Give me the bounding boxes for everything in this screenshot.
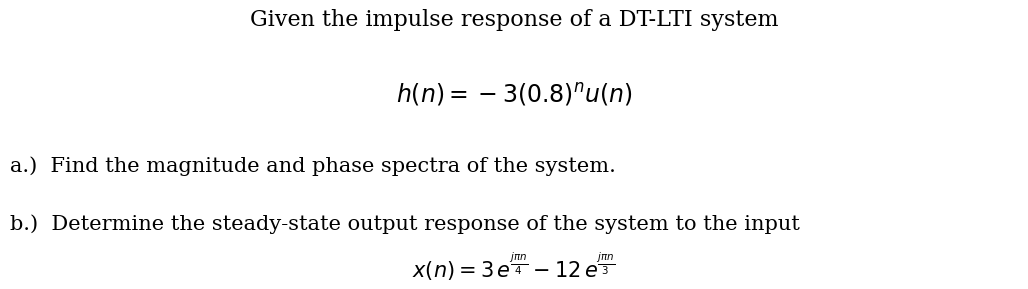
Text: $x(n) = 3\,e^{\frac{j\pi n}{4}} - 12\,e^{\frac{j\pi n}{3}}$: $x(n) = 3\,e^{\frac{j\pi n}{4}} - 12\,e^… (412, 251, 616, 283)
Text: $h(n) = -3(0.8)^{n}u(n)$: $h(n) = -3(0.8)^{n}u(n)$ (396, 81, 632, 108)
Text: a.)  Find the magnitude and phase spectra of the system.: a.) Find the magnitude and phase spectra… (10, 156, 616, 176)
Text: Given the impulse response of a DT-LTI system: Given the impulse response of a DT-LTI s… (250, 9, 778, 31)
Text: b.)  Determine the steady-state output response of the system to the input: b.) Determine the steady-state output re… (10, 214, 800, 234)
